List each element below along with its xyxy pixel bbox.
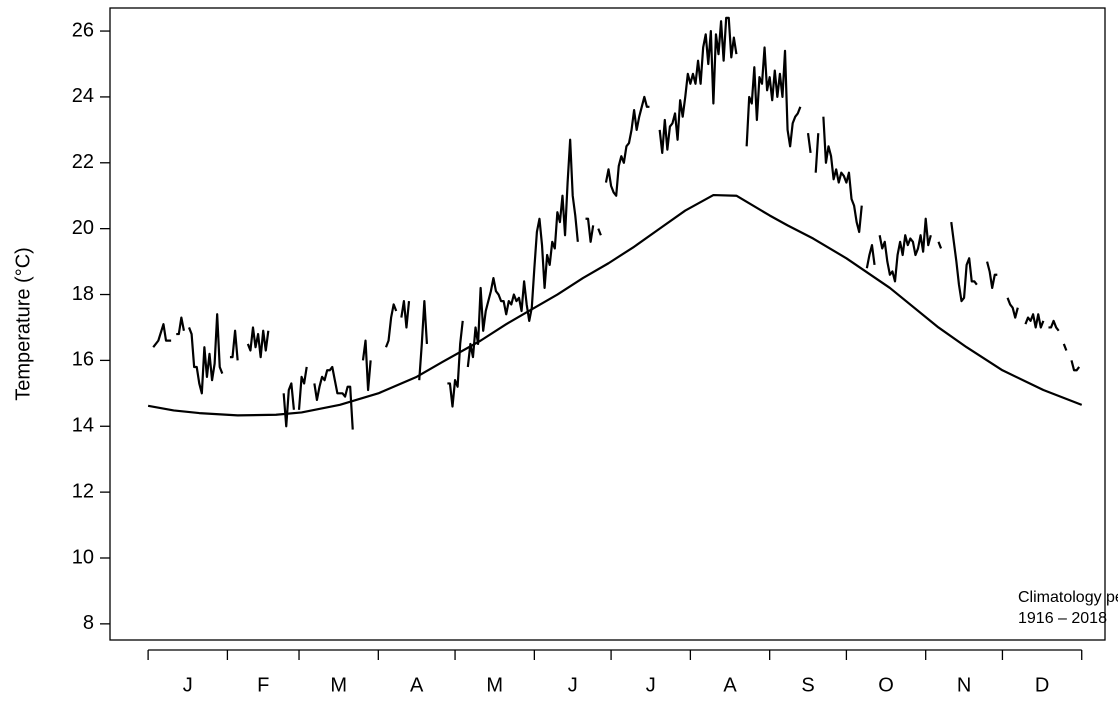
x-tick-label: J [646,674,656,696]
y-tick-label: 12 [72,480,94,502]
annotation: Climatology period [1018,589,1118,606]
x-tick-label: N [957,674,971,696]
x-tick-label: D [1035,674,1049,696]
y-tick-label: 24 [72,85,94,107]
y-tick-label: 18 [72,283,94,305]
x-tick-label: M [330,674,347,696]
y-tick-label: 8 [83,612,94,634]
x-tick-label: O [878,674,894,696]
y-tick-label: 22 [72,151,94,173]
x-tick-label: M [486,674,503,696]
y-tick-label: 26 [72,19,94,41]
x-tick-label: F [257,674,269,696]
x-tick-label: J [568,674,578,696]
data-line [152,16,1081,430]
x-tick-label: J [183,674,193,696]
plot-frame [109,7,1106,641]
x-tick-label: S [801,674,814,696]
x-tick-label: A [723,674,737,696]
annotation: 1916 – 2018 [1018,610,1107,627]
y-axis-label: Temperature (°C) [12,247,34,401]
data-line [147,193,1083,417]
y-tick-label: 14 [72,415,94,437]
y-tick-label: 16 [72,349,94,371]
y-tick-label: 20 [72,217,94,239]
y-tick-label: 10 [72,546,94,568]
x-tick-label: A [410,674,424,696]
